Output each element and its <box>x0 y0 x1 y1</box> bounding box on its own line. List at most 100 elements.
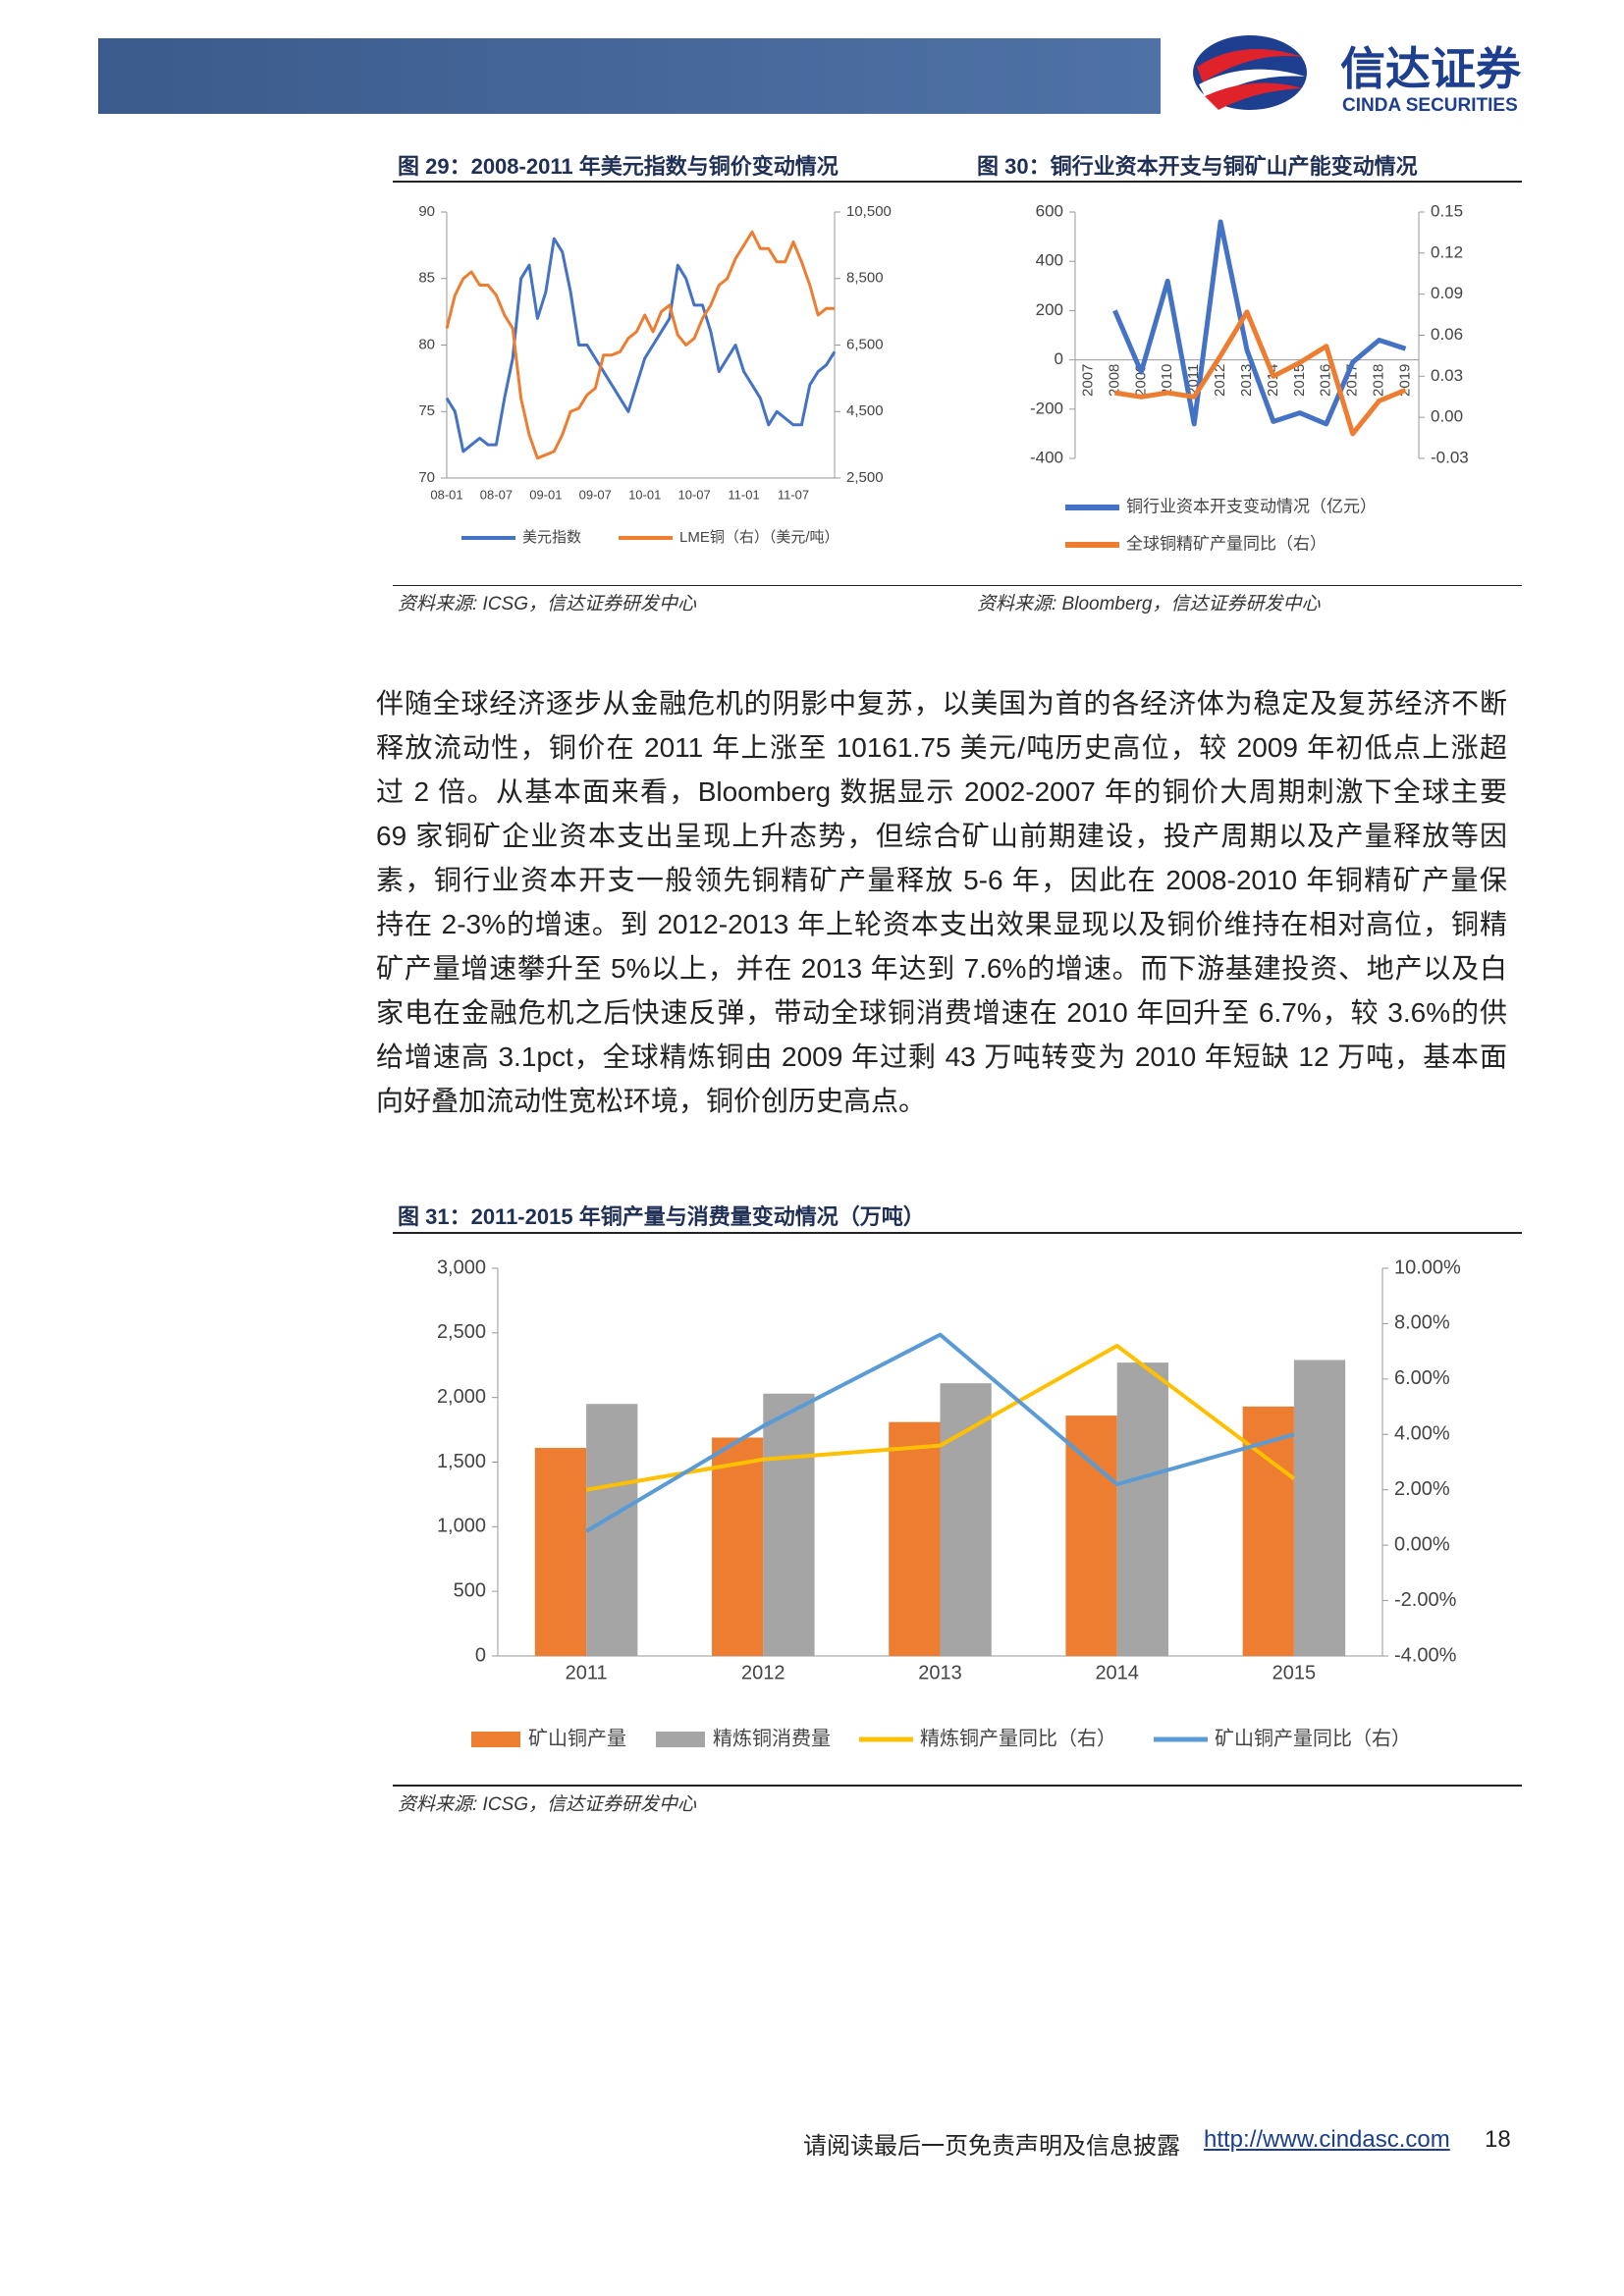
y2-tick-label: 4.00% <box>1394 1423 1450 1445</box>
x-tick-label: 2015 <box>1272 1662 1317 1683</box>
bar <box>889 1421 941 1656</box>
bar <box>712 1437 764 1656</box>
source: 资料来源: ICSG，信达证券研发中心 <box>398 594 697 614</box>
y2-tick-label: 10.00% <box>1394 1256 1461 1278</box>
y-tick-label: 80 <box>418 336 435 352</box>
legend-label: 精炼铜消费量 <box>713 1727 831 1749</box>
rule <box>393 1785 1522 1787</box>
header-bar <box>98 38 1161 114</box>
legend-swatch <box>656 1732 705 1747</box>
x-tick-label: 11-01 <box>728 487 759 502</box>
x-tick-label: 08-07 <box>480 487 513 502</box>
text-line: 给增速高 3.1pct，全球精炼铜由 2009 年过剩 43 万吨转变为 201… <box>376 1041 1507 1072</box>
paragraph: 伴随全球经济逐步从金融危机的阴影中复苏，以美国为首的各经济体为稳定及复苏经济不断… <box>376 681 1507 1123</box>
text-line: 家电在金融危机之后快速反弹，带动全球铜消费增速在 2010 年回升至 6.7%，… <box>376 997 1507 1028</box>
y-tick-label: 1,500 <box>437 1451 486 1472</box>
y2-tick-label: 8.00% <box>1394 1312 1450 1334</box>
y2-tick-label: 0.12 <box>1431 242 1463 261</box>
series-line <box>585 1344 1296 1492</box>
bar <box>586 1404 638 1656</box>
x-tick-label: 2015 <box>1291 364 1308 397</box>
x-tick-label: 2013 <box>918 1662 962 1683</box>
logo-swoosh <box>1197 49 1303 82</box>
y2-tick-label: 8,500 <box>846 270 884 287</box>
rule <box>393 585 1522 586</box>
x-tick-label: 2014 <box>1095 1662 1139 1683</box>
x-tick-label: 08-01 <box>430 487 462 502</box>
series-line <box>1112 219 1407 427</box>
text-line: 释放流动性，铜价在 2011 年上涨至 10161.75 美元/吨历史高位，较 … <box>376 732 1507 763</box>
logo-swoosh <box>1205 82 1303 110</box>
legend-label: 铜行业资本开支变动情况（亿元） <box>1126 497 1377 515</box>
legend-label: 矿山铜产量同比（右） <box>1215 1727 1411 1749</box>
logo: 信达证券 CINDA SECURITIES <box>1193 35 1522 116</box>
logo-cn: 信达证券 <box>1340 43 1522 94</box>
y2-tick-label: 0.03 <box>1431 366 1463 385</box>
y2-tick-label: 0.00% <box>1394 1533 1450 1555</box>
y-tick-label: -400 <box>1030 448 1063 466</box>
rule <box>393 1232 1522 1234</box>
y-tick-label: 500 <box>454 1579 486 1601</box>
y-tick-label: 600 <box>1036 201 1063 220</box>
bar <box>1065 1415 1117 1656</box>
x-tick-label: 2007 <box>1079 364 1096 397</box>
y-tick-label: 2,000 <box>437 1386 486 1408</box>
logo-en: CINDA SECURITIES <box>1342 95 1518 116</box>
figure-title: 图 29：2008-2011 年美元指数与铜价变动情况 <box>398 154 839 179</box>
x-tick-label: 2010 <box>1159 364 1175 397</box>
legend-label: 美元指数 <box>522 529 581 546</box>
legend-label: LME铜（右）（美元/吨） <box>679 529 839 546</box>
figure-title: 图 31：2011-2015 年铜产量与消费量变动情况（万吨） <box>398 1204 925 1229</box>
logo-swoosh <box>1199 69 1305 100</box>
bar <box>534 1448 587 1656</box>
chart: 70 75 80 85 90 2,500 4,500 6,500 8,500 10,500 08-0… <box>418 203 892 546</box>
x-tick-label: 2013 <box>1238 364 1255 397</box>
series-line <box>445 237 837 454</box>
legend-label: 矿山铜产量 <box>528 1727 626 1749</box>
page-number: 18 <box>1485 2126 1511 2153</box>
y-tick-label: 400 <box>1036 251 1063 270</box>
figure-title: 图 30：铜行业资本开支与铜矿山产能变动情况 <box>977 154 1418 179</box>
y2-tick-label: 2,500 <box>846 469 884 486</box>
x-tick-label: 2018 <box>1371 364 1387 397</box>
x-tick-label: 2016 <box>1318 364 1334 397</box>
y2-tick-label: 10,500 <box>846 203 892 220</box>
y-tick-label: 3,000 <box>437 1256 486 1278</box>
y2-tick-label: 2.00% <box>1394 1478 1450 1500</box>
source: 资料来源: ICSG，信达证券研发中心 <box>398 1794 697 1815</box>
x-tick-label: 10-07 <box>678 487 711 502</box>
y-tick-label: 90 <box>418 203 435 220</box>
y2-tick-label: 0.00 <box>1431 407 1463 426</box>
y2-tick-label: 0.15 <box>1431 201 1463 220</box>
y2-tick-label: -0.03 <box>1431 448 1469 466</box>
text-line: 向好叠加流动性宽松环境，铜价创历史高点。 <box>376 1086 927 1116</box>
y-tick-label: 200 <box>1036 300 1063 319</box>
x-tick-label: 2011 <box>566 1662 608 1683</box>
y2-tick-label: -4.00% <box>1394 1644 1457 1666</box>
source: 资料来源: Bloomberg，信达证券研发中心 <box>977 594 1321 614</box>
footer-link[interactable]: http://www.cindasc.com <box>1204 2126 1450 2153</box>
y2-tick-label: 6.00% <box>1394 1367 1450 1389</box>
y-tick-label: 85 <box>418 270 435 287</box>
x-tick-label: 11-07 <box>778 487 809 502</box>
y2-tick-label: 0.09 <box>1431 284 1463 302</box>
y-tick-label: 0 <box>1055 349 1063 368</box>
y-tick-label: 1,000 <box>437 1516 486 1537</box>
y2-tick-label: 6,500 <box>846 336 884 352</box>
x-tick-label: 2012 <box>1212 364 1228 397</box>
chart: -400 -200 0 200 400 600 -0.03 0.00 0.03 0.06 0.09 0… <box>1030 201 1469 553</box>
y-tick-label: 75 <box>418 402 435 419</box>
x-tick-label: 09-01 <box>529 487 562 502</box>
bar <box>940 1383 992 1656</box>
bar <box>1293 1360 1346 1656</box>
series-line <box>585 1332 1295 1533</box>
legend-label: 精炼铜产量同比（右） <box>920 1727 1116 1749</box>
chart: 0 500 1,000 1,500 2,000 2,500 3,000 -4.00% -2.00… <box>437 1256 1461 1749</box>
y2-tick-label: 0.06 <box>1431 325 1463 344</box>
x-tick-label: 10-01 <box>628 487 661 502</box>
x-tick-label: 2019 <box>1397 364 1414 397</box>
y2-tick-label: 4,500 <box>846 402 884 419</box>
series-line <box>1114 309 1407 437</box>
legend-label: 全球铜精矿产量同比（右） <box>1126 534 1326 553</box>
